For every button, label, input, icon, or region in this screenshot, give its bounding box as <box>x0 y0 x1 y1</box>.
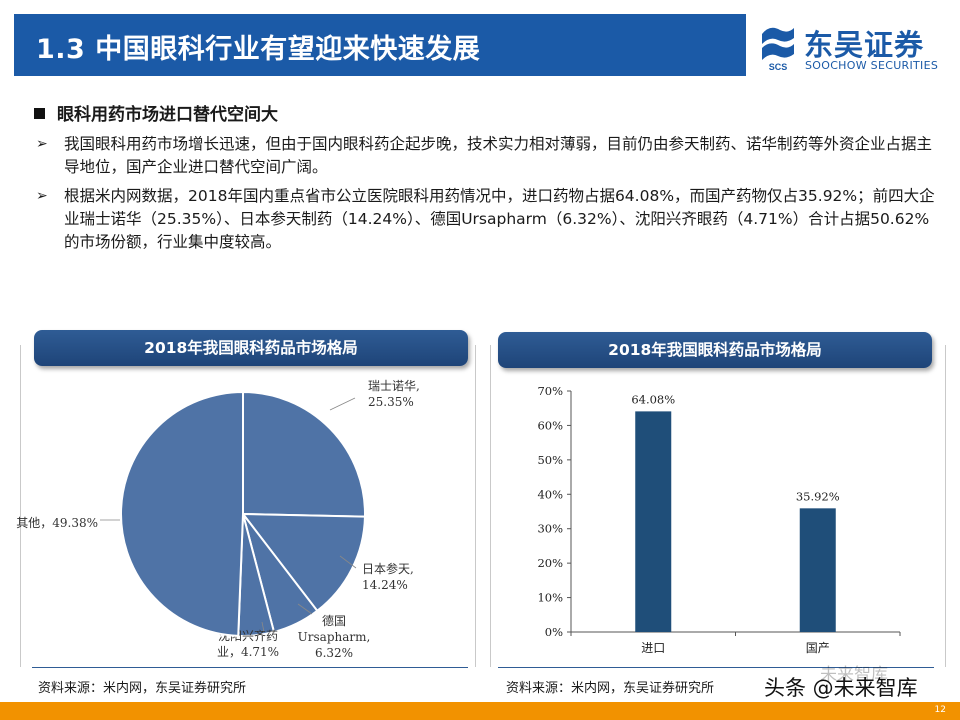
scs-logo-icon: SCS <box>762 27 794 72</box>
leader-line <box>261 621 265 633</box>
y-tick-label: 30% <box>537 522 563 536</box>
arrow-bullet-icon: ➢ <box>36 136 48 152</box>
source-divider <box>498 667 934 668</box>
title-bar: 1.3 中国眼科行业有望迎来快速发展 <box>14 14 746 76</box>
watermark: 头条 @未来智库 <box>764 676 918 700</box>
x-tick-label: 进口 <box>641 641 665 655</box>
section-heading: 眼科用药市场进口替代空间大 <box>34 100 278 125</box>
logo-name-en: SOOCHOW SECURITIES <box>805 59 939 72</box>
pie-slice-label: 25.35% <box>368 395 414 409</box>
logo-mark-text: SCS <box>769 62 788 72</box>
bullet-item-2: ➢ 根据米内网数据，2018年国内重点省市公立医院眼科用药情况中，进口药物占据6… <box>36 185 936 254</box>
source-divider <box>32 667 468 668</box>
bullet-text-1: 我国眼科用药市场增长迅速，但由于国内眼科药企起步晚，技术实力相对薄弱，目前仍由参… <box>64 135 933 176</box>
y-tick-label: 50% <box>537 453 563 467</box>
pie-slice-label: 德国 <box>322 613 346 628</box>
footer-bar: 12 <box>0 702 960 720</box>
pie-slice <box>120 390 244 637</box>
bar-chart-frame <box>490 345 946 667</box>
y-tick-label: 10% <box>537 591 563 605</box>
source-note-left: 资料来源：米内网，东吴证券研究所 <box>38 681 247 696</box>
bullet-item-1: ➢ 我国眼科用药市场增长迅速，但由于国内眼科药企起步晚，技术实力相对薄弱，目前仍… <box>36 133 936 179</box>
y-tick-label: 0% <box>545 625 563 639</box>
y-tick-label: 60% <box>537 418 563 432</box>
pie-slice-label: 日本参天, <box>362 561 414 576</box>
pie-chart-frame <box>20 345 476 667</box>
pie-slice-label: 瑞士诺华, <box>368 379 420 393</box>
y-tick-label: 40% <box>537 487 563 501</box>
y-tick-label: 70% <box>537 384 563 398</box>
bullet-text-2: 根据米内网数据，2018年国内重点省市公立医院眼科用药情况中，进口药物占据64.… <box>64 187 935 251</box>
bar <box>799 508 836 632</box>
square-bullet-icon <box>34 108 45 119</box>
y-tick-label: 20% <box>537 556 563 570</box>
bar-data-label: 64.08% <box>631 392 675 406</box>
bar-chart-title: 2018年我国眼科药品市场格局 <box>498 332 932 368</box>
leader-line <box>339 555 357 569</box>
page-number: 12 <box>934 705 946 715</box>
bar-data-label: 35.92% <box>796 489 840 503</box>
pie-slice-label: 14.24% <box>362 578 408 592</box>
leader-line <box>297 603 313 615</box>
bar <box>635 411 672 632</box>
watermark-faint: 未来智库 <box>820 665 888 685</box>
source-note-right: 资料来源：米内网，东吴证券研究所 <box>506 681 715 696</box>
pie-chart-title: 2018年我国眼科药品市场格局 <box>34 330 468 366</box>
logo-name-cn: 东吴证券 <box>804 28 925 62</box>
pie-slice <box>242 390 366 518</box>
pie-slice-label: 其他，49.38% <box>16 516 98 530</box>
page-title: 1.3 中国眼科行业有望迎来快速发展 <box>36 34 481 65</box>
pie-slice-label: Ursapharm, <box>298 630 371 644</box>
arrow-bullet-icon: ➢ <box>36 188 48 204</box>
x-tick-label: 国产 <box>806 641 830 655</box>
pie-slice-label: 业，4.71% <box>217 645 279 659</box>
pie-slice <box>240 512 366 613</box>
leader-line <box>329 397 356 411</box>
company-logo: SCS 东吴证券 SOOCHOW SECURITIES <box>752 20 952 76</box>
pie-slice-label: 6.32% <box>315 646 353 660</box>
section-heading-text: 眼科用药市场进口替代空间大 <box>57 105 278 125</box>
